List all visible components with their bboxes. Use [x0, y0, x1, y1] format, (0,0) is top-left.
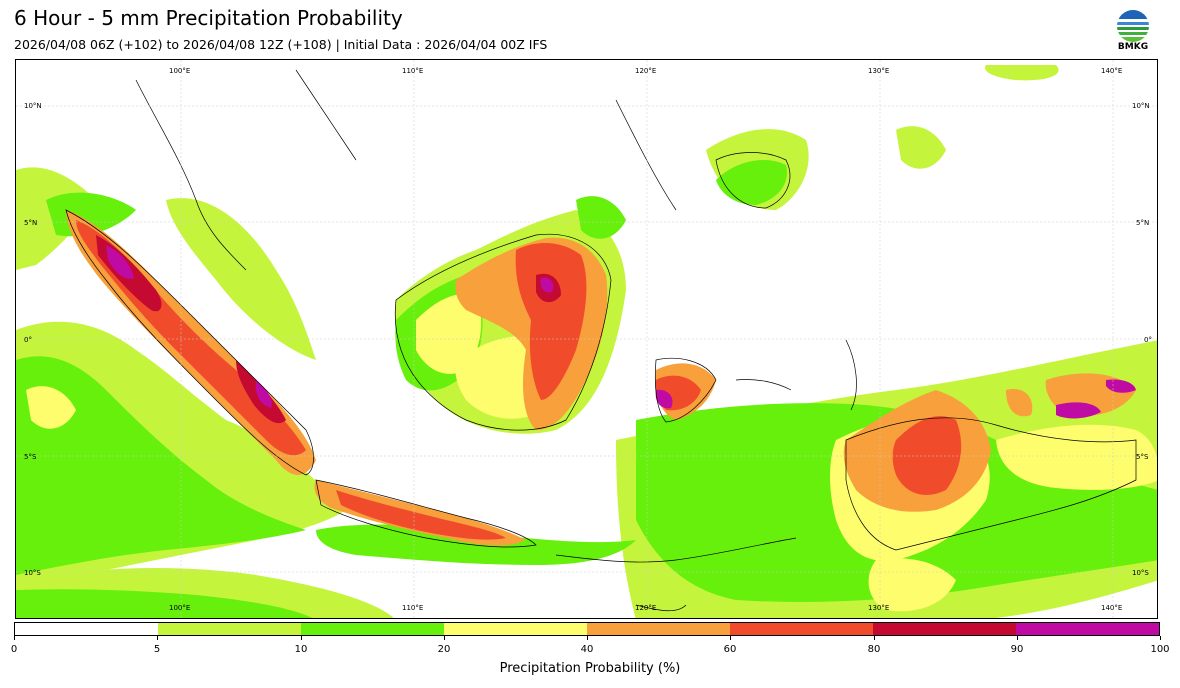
lat-label-right-10s: 10°S [1132, 569, 1149, 577]
map-canvas: 100°E 110°E 120°E 130°E 140°E 100°E 110°… [16, 60, 1157, 618]
colorbar-tick [301, 636, 302, 640]
colorbar-tick [1017, 636, 1018, 640]
lon-label-top-130: 130°E [868, 67, 889, 75]
colorbar-tick-label: 80 [867, 644, 881, 655]
colorbar-segment [587, 623, 730, 635]
lat-label-right-5n: 5°N [1136, 219, 1149, 227]
chart-subtitle: 2026/04/08 06Z (+102) to 2026/04/08 12Z … [14, 37, 548, 52]
colorbar-segment [444, 623, 587, 635]
lat-label-right-0: 0° [1144, 336, 1152, 344]
lon-label-bottom-110: 110°E [402, 604, 423, 612]
colorbar-tick [157, 636, 158, 640]
colorbar-segment [1016, 623, 1159, 635]
precipitation-map[interactable]: 100°E 110°E 120°E 130°E 140°E 100°E 110°… [15, 59, 1158, 619]
colorbar-tick-label: 5 [153, 644, 161, 655]
colorbar-tick-label: 60 [723, 644, 737, 655]
lon-label-bottom-140: 140°E [1101, 604, 1122, 612]
lon-label-top-110: 110°E [402, 67, 423, 75]
bmkg-logo-icon [1117, 10, 1149, 42]
colorbar-tick-label: 0 [10, 644, 18, 655]
colorbar-tick [874, 636, 875, 640]
lon-label-top-100: 100°E [169, 67, 190, 75]
colorbar [14, 622, 1160, 636]
lon-label-top-140: 140°E [1101, 67, 1122, 75]
colorbar-tick [1160, 636, 1161, 640]
lat-label-left-10n: 10°N [24, 102, 42, 110]
colorbar-tick-label: 10 [294, 644, 308, 655]
lat-label-left-5n: 5°N [24, 219, 37, 227]
lon-label-bottom-130: 130°E [868, 604, 889, 612]
lat-label-right-5s: 5°S [1136, 453, 1149, 461]
lat-label-left-0: 0° [24, 336, 32, 344]
colorbar-tick-label: 20 [437, 644, 451, 655]
lat-label-left-5s: 5°S [24, 453, 37, 461]
colorbar-tick [587, 636, 588, 640]
chart-title: 6 Hour - 5 mm Precipitation Probability [14, 6, 403, 30]
lat-label-right-10n: 10°N [1132, 102, 1150, 110]
coastlines [65, 69, 1137, 612]
colorbar-title: Precipitation Probability (%) [499, 661, 681, 676]
colorbar-segment [730, 623, 873, 635]
lon-label-top-120: 120°E [635, 67, 656, 75]
colorbar-segment [15, 623, 158, 635]
colorbar-tick [730, 636, 731, 640]
colorbar-segment [873, 623, 1016, 635]
colorbar-segment [158, 623, 301, 635]
colorbar-segment [301, 623, 444, 635]
graticule [16, 60, 1157, 618]
logo-label: BMKG [1117, 42, 1149, 52]
colorbar-tick-label: 40 [580, 644, 594, 655]
colorbar-tick [14, 636, 15, 640]
precip-field-magenta [106, 245, 1136, 419]
colorbar-tick [444, 636, 445, 640]
lon-label-bottom-120: 120°E [635, 604, 656, 612]
lon-label-bottom-100: 100°E [169, 604, 190, 612]
lat-label-left-10s: 10°S [24, 569, 41, 577]
colorbar-tick-label: 100 [1150, 644, 1170, 655]
colorbar-tick-label: 90 [1010, 644, 1024, 655]
